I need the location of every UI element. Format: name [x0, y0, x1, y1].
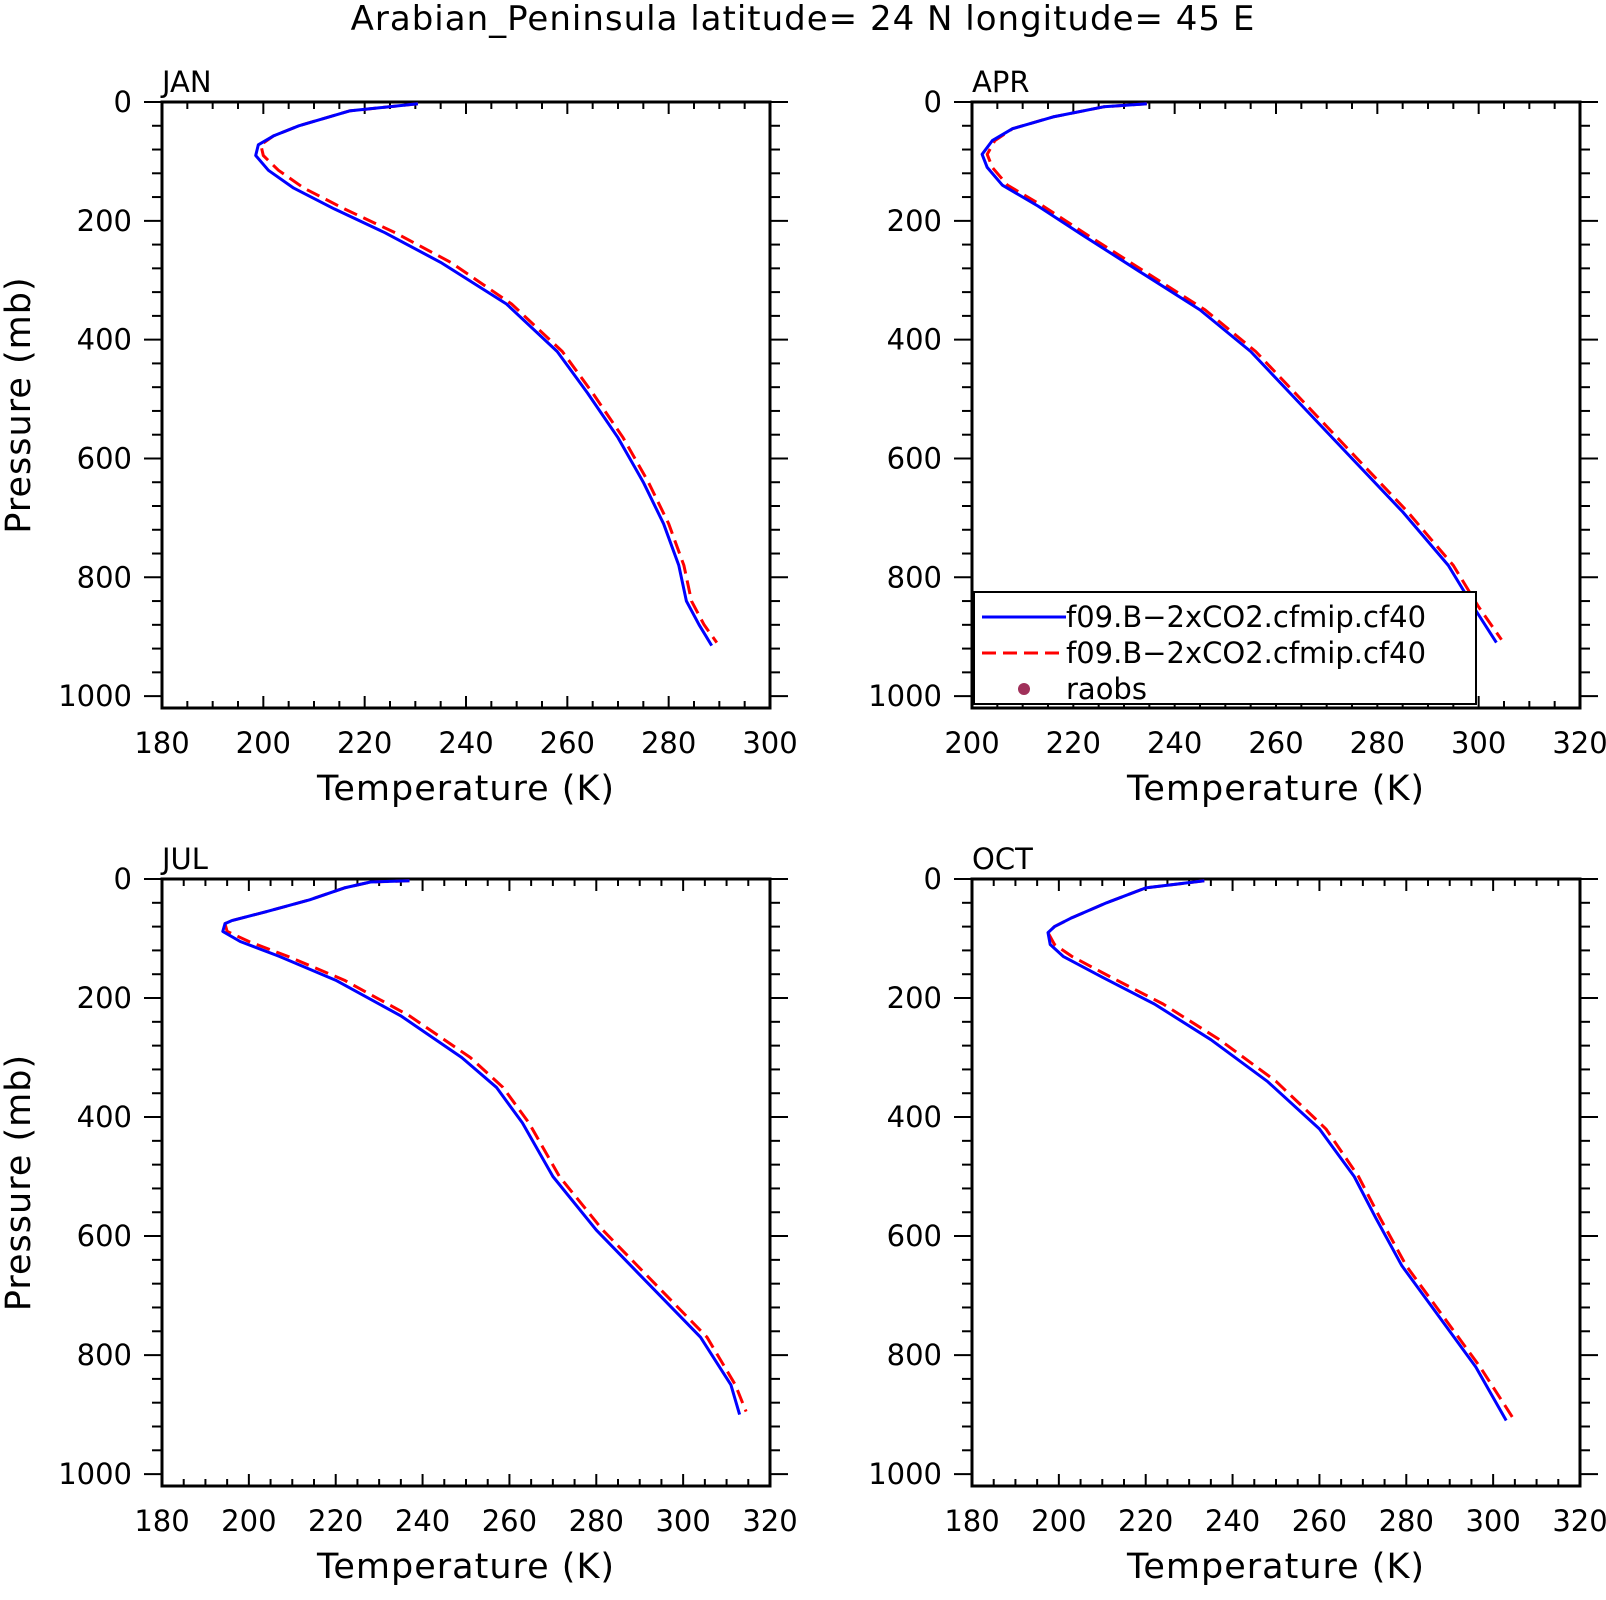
x-tick-label: 300 — [742, 726, 797, 760]
x-tick-label: 180 — [944, 1504, 999, 1538]
panel-label: JUL — [160, 842, 208, 876]
series-line-blue-solid — [221, 879, 742, 1416]
x-tick-label: 220 — [337, 726, 392, 760]
y-tick-label: 600 — [77, 441, 132, 475]
legend: f09.B−2xCO2.cfmip.cf40f09.B−2xCO2.cfmip.… — [973, 591, 1477, 706]
x-tick-label: 320 — [1552, 1504, 1606, 1538]
x-tick-label: 260 — [482, 1504, 537, 1538]
x-axis-label: Temperature (K) — [1126, 1547, 1425, 1587]
panel-label: APR — [972, 65, 1029, 99]
legend-label: raobs — [1066, 672, 1147, 706]
plot-frame — [970, 877, 1582, 1488]
y-tick-label: 400 — [77, 1100, 132, 1134]
x-axis-label: Temperature (K) — [316, 1547, 615, 1587]
x-tick-label: 320 — [742, 1504, 797, 1538]
series-line-red-dashed — [259, 102, 719, 644]
y-tick-label: 600 — [887, 441, 942, 475]
x-tick-label: 280 — [1350, 726, 1405, 760]
y-axis-label: Pressure (mb) — [0, 1054, 39, 1311]
x-tick-label: 280 — [641, 726, 696, 760]
y-tick-label: 1000 — [58, 679, 132, 713]
x-tick-label: 260 — [540, 726, 595, 760]
x-tick-label: 220 — [1118, 1504, 1173, 1538]
panel-jan: 180 200 220 240 260 280 300 0 200 400 600 800 1000 JA… — [0, 65, 798, 809]
x-tick-label: 240 — [395, 1504, 450, 1538]
y-tick-label: 200 — [887, 981, 942, 1015]
x-tick-label: 180 — [134, 1504, 189, 1538]
legend-marker-raobs — [1018, 683, 1030, 695]
series-line-blue-solid — [980, 102, 1498, 644]
y-tick-label: 0 — [114, 862, 132, 896]
x-tick-label: 220 — [308, 1504, 363, 1538]
y-tick-label: 600 — [887, 1219, 942, 1253]
y-tick-label: 200 — [77, 981, 132, 1015]
x-tick-label: 220 — [1046, 726, 1101, 760]
x-tick-label: 200 — [944, 726, 999, 760]
y-axis-label: Pressure (mb) — [0, 276, 39, 533]
x-tick-label: 200 — [221, 1504, 276, 1538]
y-tick-label: 800 — [887, 1338, 942, 1372]
series-line-red-dashed — [1046, 879, 1514, 1419]
plot-frame — [160, 877, 772, 1488]
x-tick-label: 300 — [1451, 726, 1506, 760]
y-tick-label: 800 — [887, 560, 942, 594]
x-tick-label: 200 — [1031, 1504, 1086, 1538]
x-axis-label: Temperature (K) — [1126, 769, 1425, 809]
y-tick-label: 200 — [77, 204, 132, 238]
x-tick-label: 320 — [1552, 726, 1606, 760]
x-tick-label: 300 — [655, 1504, 710, 1538]
y-tick-label: 1000 — [868, 1457, 942, 1491]
y-tick-label: 400 — [77, 323, 132, 357]
plot-frame — [160, 100, 772, 710]
series-line-red-dashed — [223, 879, 748, 1413]
figure-title: Arabian_Peninsula latitude= 24 N longitu… — [351, 0, 1256, 39]
x-axis-label: Temperature (K) — [316, 769, 615, 809]
x-tick-label: 200 — [236, 726, 291, 760]
panel-oct: 180 200 220 240 260 280 300 320 0 200 400 600 800 100… — [868, 842, 1606, 1587]
y-tick-label: 600 — [77, 1219, 132, 1253]
y-tick-label: 0 — [114, 85, 132, 119]
x-tick-label: 260 — [1248, 726, 1303, 760]
x-tick-label: 240 — [1205, 1504, 1260, 1538]
x-tick-label: 280 — [1379, 1504, 1434, 1538]
y-tick-label: 800 — [77, 560, 132, 594]
y-tick-label: 0 — [924, 85, 942, 119]
legend-box — [973, 591, 1477, 705]
panel-jul: 180 200 220 240 260 280 300 320 0 200 400 600 800 100… — [0, 842, 798, 1587]
legend-label: f09.B−2xCO2.cfmip.cf40 — [1066, 600, 1426, 634]
series-line-blue-solid — [1046, 879, 1508, 1422]
x-tick-label: 180 — [134, 726, 189, 760]
y-tick-label: 1000 — [868, 679, 942, 713]
x-tick-label: 260 — [1292, 1504, 1347, 1538]
panels: 180 200 220 240 260 280 300 0 200 400 600 800 1000 JA… — [0, 65, 1606, 1587]
y-tick-label: 400 — [887, 323, 942, 357]
series-line-red-dashed — [985, 102, 1503, 641]
y-tick-label: 800 — [77, 1338, 132, 1372]
panel-apr: 200 220 240 260 280 300 320 0 200 400 600 800 1000 AP… — [868, 65, 1606, 809]
panel-label: OCT — [972, 842, 1033, 876]
x-tick-label: 280 — [569, 1504, 624, 1538]
x-tick-label: 240 — [438, 726, 493, 760]
series-line-blue-solid — [254, 102, 713, 647]
x-tick-label: 300 — [1465, 1504, 1520, 1538]
y-tick-label: 200 — [887, 204, 942, 238]
x-tick-label: 240 — [1147, 726, 1202, 760]
y-tick-label: 0 — [924, 862, 942, 896]
legend-label: f09.B−2xCO2.cfmip.cf40 — [1066, 636, 1426, 670]
y-tick-label: 1000 — [58, 1457, 132, 1491]
y-tick-label: 400 — [887, 1100, 942, 1134]
panel-label: JAN — [160, 65, 212, 99]
